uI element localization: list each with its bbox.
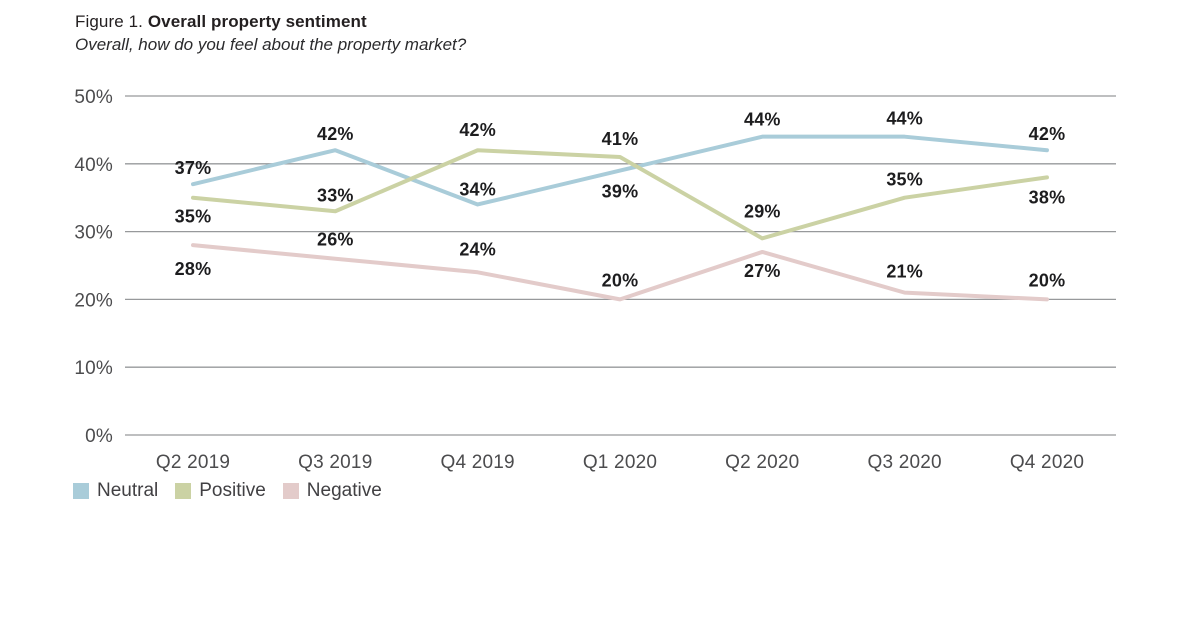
data-label-neutral: 39% xyxy=(602,182,639,202)
data-label-neutral: 44% xyxy=(744,110,781,130)
x-axis-tick: Q1 2020 xyxy=(583,452,657,473)
data-label-negative: 20% xyxy=(1029,270,1066,290)
chart-header: Figure 1. Overall property sentiment Ove… xyxy=(75,11,466,56)
legend-swatch-neutral xyxy=(73,483,89,499)
legend-swatch-negative xyxy=(282,483,299,499)
y-axis-tick: 10% xyxy=(74,358,113,379)
data-label-negative: 21% xyxy=(886,262,923,282)
data-label-neutral: 42% xyxy=(317,124,354,144)
data-label-negative: 20% xyxy=(602,270,639,290)
line-negative xyxy=(191,243,1049,302)
legend-item-positive: Positive xyxy=(175,480,266,502)
y-axis-tick: 0% xyxy=(85,426,113,447)
y-axis-tick: 40% xyxy=(74,155,113,176)
data-label-positive: 33% xyxy=(317,185,354,205)
legend-item-negative: Negative xyxy=(282,480,382,502)
y-axis-tick: 20% xyxy=(74,290,113,311)
data-label-negative: 24% xyxy=(459,239,496,259)
legend-item-neutral: Neutral xyxy=(73,480,158,502)
legend-label-negative: Negative xyxy=(306,480,382,501)
legend-swatch-positive xyxy=(175,483,192,499)
figure-title: Figure 1. Overall property sentiment xyxy=(75,11,466,33)
data-label-positive: 29% xyxy=(744,201,781,221)
data-label-neutral: 42% xyxy=(1029,124,1066,144)
line-positive xyxy=(191,148,1049,241)
legend-label-positive: Positive xyxy=(199,480,266,501)
data-label-positive: 35% xyxy=(886,170,923,190)
x-axis-tick: Q4 2020 xyxy=(1010,452,1084,473)
data-label-negative: 27% xyxy=(744,261,781,281)
figure-label: Figure 1. xyxy=(75,12,143,31)
data-label-negative: 26% xyxy=(317,230,354,250)
line-neutral xyxy=(191,134,1049,207)
x-axis-tick: Q3 2019 xyxy=(298,452,372,473)
x-axis-tick: Q3 2020 xyxy=(868,452,942,473)
data-label-positive: 38% xyxy=(1029,187,1066,207)
data-label-positive: 35% xyxy=(175,207,212,227)
figure-subtitle: Overall, how do you feel about the prope… xyxy=(75,35,467,54)
chart-legend: Neutral Positive Negative xyxy=(73,480,382,502)
legend-label-neutral: Neutral xyxy=(97,480,159,501)
x-axis-tick: Q2 2019 xyxy=(156,452,230,473)
data-label-positive: 42% xyxy=(459,120,496,140)
data-label-neutral: 34% xyxy=(459,179,496,199)
sentiment-line-chart: 0% 10% 20% 30% 40% 50% Q2 2019 Q3 2019 Q4 2019 Q1… xyxy=(74,87,1116,473)
x-axis-tick: Q2 2020 xyxy=(725,452,799,473)
x-axis-tick: Q4 2019 xyxy=(441,452,515,473)
data-label-negative: 28% xyxy=(175,259,212,279)
y-axis-tick: 30% xyxy=(74,223,113,244)
figure-title-text: Overall property sentiment xyxy=(147,12,367,31)
y-axis-tick: 50% xyxy=(74,87,113,108)
data-label-positive: 41% xyxy=(602,129,639,149)
data-label-neutral: 44% xyxy=(886,109,923,129)
data-label-neutral: 37% xyxy=(175,158,212,178)
